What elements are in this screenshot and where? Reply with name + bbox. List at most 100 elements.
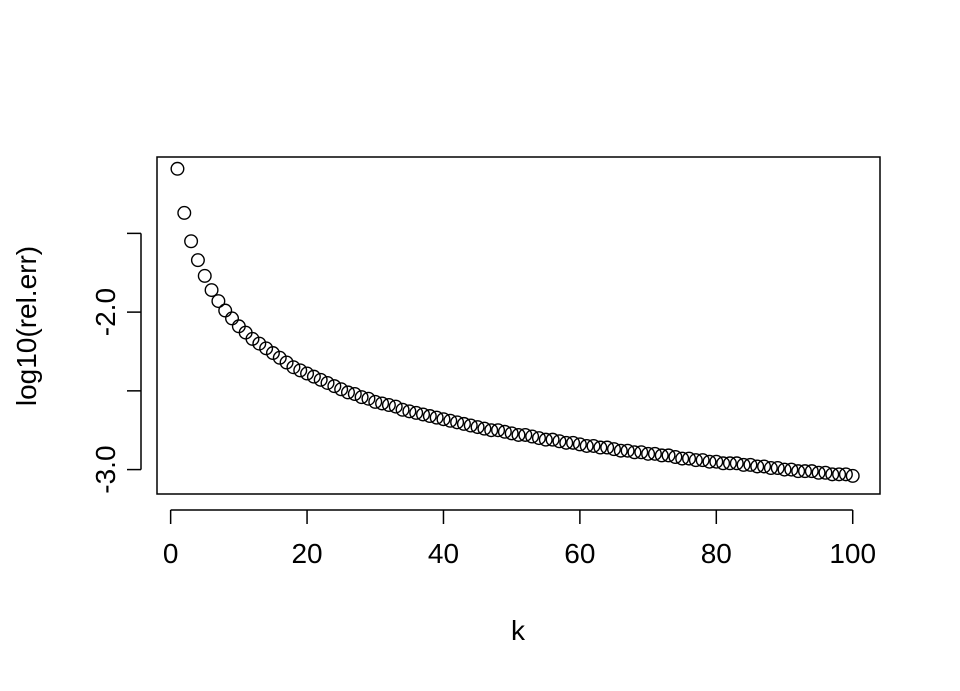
data-point bbox=[682, 451, 697, 466]
data-point bbox=[845, 468, 860, 483]
data-point bbox=[729, 456, 744, 471]
data-point bbox=[791, 464, 806, 479]
data-point bbox=[675, 451, 690, 466]
data-point bbox=[177, 205, 192, 220]
data-point bbox=[436, 412, 451, 427]
data-point bbox=[641, 446, 656, 461]
data-point bbox=[825, 467, 840, 482]
data-point bbox=[654, 448, 669, 463]
data-point bbox=[757, 459, 772, 474]
data-point bbox=[402, 404, 417, 419]
data-point bbox=[709, 454, 724, 469]
data-point bbox=[545, 432, 560, 447]
data-point bbox=[184, 234, 199, 249]
data-point bbox=[518, 427, 533, 442]
data-point bbox=[702, 454, 717, 469]
data-point bbox=[525, 429, 540, 444]
data-point bbox=[443, 413, 458, 428]
data-point bbox=[627, 445, 642, 460]
data-point bbox=[381, 398, 396, 413]
x-tick-label: 40 bbox=[428, 538, 459, 569]
data-point bbox=[750, 459, 765, 474]
data-point bbox=[491, 423, 506, 438]
data-point bbox=[265, 346, 280, 361]
data-point bbox=[218, 303, 233, 318]
data-point bbox=[416, 407, 431, 422]
data-point bbox=[225, 311, 240, 326]
data-point bbox=[279, 355, 294, 370]
data-point bbox=[818, 465, 833, 480]
data-point bbox=[688, 453, 703, 468]
data-point bbox=[204, 283, 219, 298]
data-point bbox=[531, 431, 546, 446]
data-point bbox=[743, 457, 758, 472]
data-point bbox=[538, 432, 553, 447]
data-point bbox=[388, 399, 403, 414]
data-point bbox=[497, 424, 512, 439]
plot-frame bbox=[156, 156, 881, 495]
data-point bbox=[340, 385, 355, 400]
data-point bbox=[470, 420, 485, 435]
data-point bbox=[511, 427, 526, 442]
data-point bbox=[286, 360, 301, 375]
data-point bbox=[620, 443, 635, 458]
data-point bbox=[797, 464, 812, 479]
x-tick-label: 20 bbox=[291, 538, 322, 569]
data-point bbox=[770, 461, 785, 476]
data-point bbox=[368, 394, 383, 409]
data-point bbox=[334, 382, 349, 397]
data-point bbox=[804, 464, 819, 479]
data-point bbox=[245, 331, 260, 346]
data-points bbox=[170, 161, 860, 483]
data-point bbox=[450, 415, 465, 430]
data-point bbox=[606, 442, 621, 457]
data-point bbox=[463, 418, 478, 433]
x-axis-label: k bbox=[511, 615, 526, 646]
data-point bbox=[197, 268, 212, 283]
data-point bbox=[784, 462, 799, 477]
data-point bbox=[354, 390, 369, 405]
x-tick-label: 60 bbox=[564, 538, 595, 569]
data-point bbox=[422, 409, 437, 424]
data-point bbox=[613, 443, 628, 458]
y-axis-label: log10(rel.err) bbox=[11, 246, 42, 406]
data-point bbox=[716, 456, 731, 471]
data-point bbox=[429, 410, 444, 425]
data-point bbox=[327, 379, 342, 394]
x-axis: 0 20 40 60 80 100 bbox=[163, 509, 876, 569]
data-point bbox=[736, 457, 751, 472]
data-point bbox=[375, 396, 390, 411]
data-point bbox=[552, 434, 567, 449]
data-point bbox=[211, 294, 226, 309]
data-point bbox=[763, 461, 778, 476]
data-point bbox=[300, 366, 315, 381]
data-point bbox=[320, 375, 335, 390]
y-axis: -3.0 -2.0 bbox=[90, 232, 142, 494]
data-point bbox=[252, 336, 267, 351]
data-point bbox=[190, 253, 205, 268]
data-point bbox=[361, 391, 376, 406]
data-point bbox=[668, 449, 683, 464]
y-tick-label: -3.0 bbox=[90, 445, 121, 493]
data-point bbox=[456, 416, 471, 431]
data-point bbox=[634, 445, 649, 460]
data-point bbox=[477, 421, 492, 436]
data-point bbox=[695, 453, 710, 468]
data-point bbox=[811, 465, 826, 480]
data-point bbox=[572, 437, 587, 452]
data-point bbox=[832, 467, 847, 482]
data-point bbox=[777, 462, 792, 477]
data-point bbox=[409, 405, 424, 420]
data-point bbox=[593, 440, 608, 455]
data-point bbox=[293, 363, 308, 378]
data-point bbox=[600, 440, 615, 455]
data-point bbox=[586, 438, 601, 453]
x-tick-label: 0 bbox=[163, 538, 179, 569]
y-tick-label: -2.0 bbox=[90, 288, 121, 336]
data-point bbox=[170, 161, 185, 176]
data-point bbox=[566, 435, 581, 450]
data-point bbox=[647, 446, 662, 461]
x-tick-label: 80 bbox=[701, 538, 732, 569]
x-tick-label: 100 bbox=[829, 538, 876, 569]
